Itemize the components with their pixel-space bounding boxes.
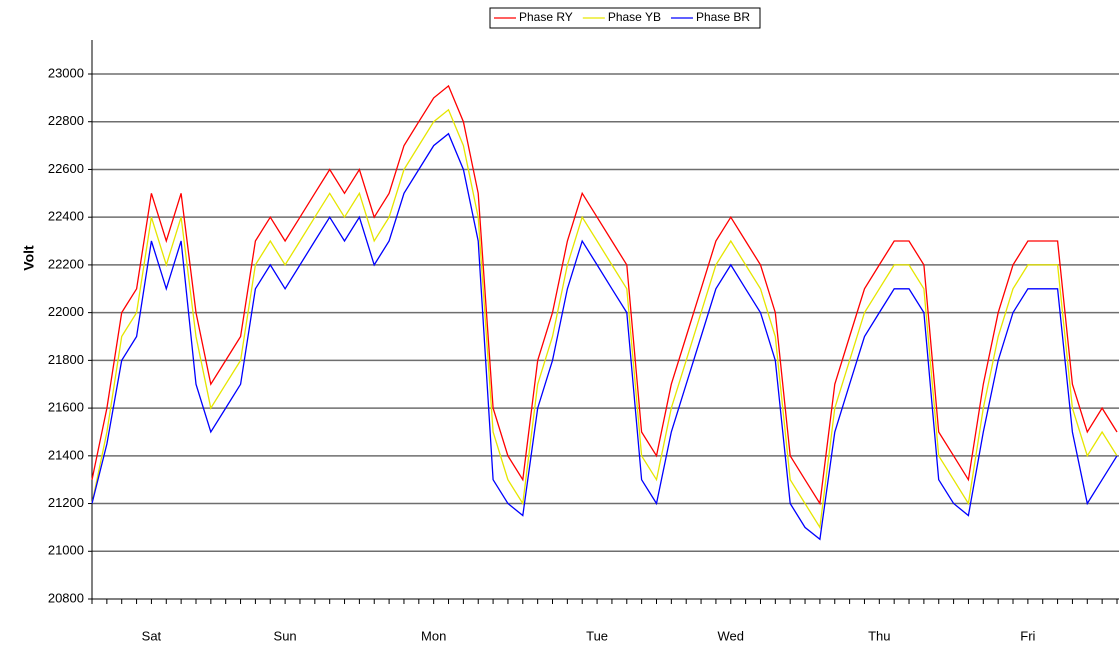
legend-label: Phase BR xyxy=(696,10,750,24)
series-line xyxy=(91,108,1118,530)
y-tick-label: 21000 xyxy=(48,543,84,558)
series-line xyxy=(91,132,1118,541)
y-tick-label: 21800 xyxy=(48,352,84,367)
y-tick-label: 20800 xyxy=(48,590,84,605)
x-tick-label: Mon xyxy=(421,628,446,643)
x-tick-label: Sat xyxy=(142,628,162,643)
y-tick-label: 22200 xyxy=(48,256,84,271)
legend-label: Phase RY xyxy=(519,10,573,24)
x-tick-label: Tue xyxy=(586,628,608,643)
x-tick-label: Sun xyxy=(274,628,297,643)
series-line xyxy=(91,84,1118,506)
x-tick-label: Thu xyxy=(868,628,890,643)
legend-box xyxy=(489,7,761,29)
y-tick-label: 22600 xyxy=(48,161,84,176)
y-tick-label: 23000 xyxy=(48,65,84,80)
legend-label: Phase YB xyxy=(608,10,661,24)
x-tick-label: Fri xyxy=(1020,628,1035,643)
y-tick-label: 22400 xyxy=(48,209,84,224)
legend: Phase RY Phase YB Phase BR xyxy=(489,7,761,29)
y-tick-label: 22800 xyxy=(48,113,84,128)
y-tick-label: 21200 xyxy=(48,495,84,510)
y-tick-label: 21400 xyxy=(48,447,84,462)
y-tick-label: 22000 xyxy=(48,304,84,319)
y-tick-label: 21600 xyxy=(48,400,84,415)
y-axis-label: Volt xyxy=(21,245,37,271)
x-tick-label: Wed xyxy=(718,628,745,643)
